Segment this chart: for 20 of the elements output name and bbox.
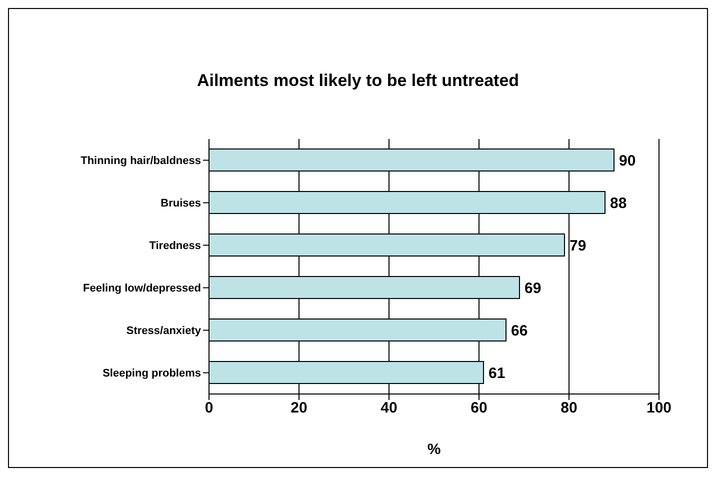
y-tick-label: Thinning hair/baldness	[80, 155, 201, 168]
y-tick-label: Bruises	[160, 198, 201, 210]
y-tick-label: Sleeping problems	[102, 368, 201, 380]
data-label: 61	[488, 364, 506, 382]
data-label: 69	[524, 280, 542, 297]
y-tick-label: Tiredness	[149, 240, 201, 252]
x-tick-label: 100	[646, 400, 672, 417]
data-label: 88	[610, 194, 627, 212]
x-tick-label: 40	[380, 400, 398, 417]
x-tick-label: 0	[204, 400, 214, 417]
x-tick-label: 20	[290, 400, 308, 417]
y-tick-label: Feeling low/depressed	[83, 282, 201, 295]
chart-title: Ailments most likely to be left untreated	[196, 71, 520, 91]
x-tick-label: 60	[470, 400, 488, 417]
data-label: 79	[570, 237, 586, 254]
y-tick-label: Stress/anxiety	[126, 325, 202, 338]
x-tick-label: 80	[560, 400, 578, 417]
x-axis-title: %	[427, 441, 441, 458]
data-label: 90	[619, 152, 636, 170]
data-label: 66	[511, 322, 528, 340]
